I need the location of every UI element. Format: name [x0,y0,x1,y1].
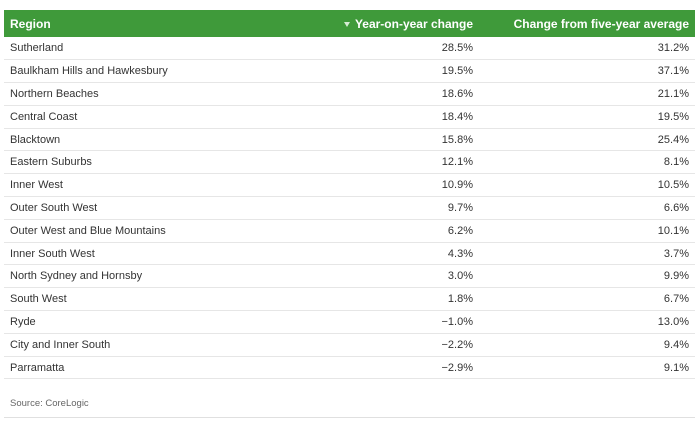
cell-region: Outer West and Blue Mountains [10,224,166,237]
table-row: Eastern Suburbs 12.1% 8.1% [4,151,695,174]
table-row: Inner West 10.9% 10.5% [4,174,695,197]
cell-region: Ryde [10,315,36,328]
cell-year-on-year-change: 6.2% [447,224,473,237]
cell-five-year-average-change: 19.5% [657,110,689,123]
cell-five-year-average-change: 10.1% [657,224,689,237]
table-row: South West 1.8% 6.7% [4,288,695,311]
cell-year-on-year-change: 1.8% [447,293,473,306]
cell-five-year-average-change: 31.2% [657,42,689,55]
table-row: Outer West and Blue Mountains 6.2% 10.1% [4,219,695,243]
column-header-label: Year-on-year change [354,16,473,31]
table-row: City and Inner South −2.2% 9.4% [4,333,695,357]
cell-region: Central Coast [10,110,78,123]
table-row: Sutherland 28.5% 31.2% [4,37,695,60]
cell-year-on-year-change: 4.3% [447,247,473,260]
cell-year-on-year-change: −2.2% [441,338,474,351]
cell-region: Outer South West [10,201,98,214]
table-row: Blacktown 15.8% 25.4% [4,128,695,151]
table-row: Outer South West 9.7% 6.6% [4,197,695,220]
cell-five-year-average-change: 9.9% [663,270,689,283]
cell-region: South West [10,293,67,306]
table-row: North Sydney and Hornsby 3.0% 9.9% [4,265,695,288]
cell-region: North Sydney and Hornsby [10,270,143,283]
cell-year-on-year-change: 18.4% [441,110,473,123]
table-row: Parramatta −2.9% 9.1% [4,356,695,379]
table-row: Inner South West 4.3% 3.7% [4,242,695,265]
region-price-change-table: Region Year-on-year change Change from f… [4,10,695,379]
cell-region: Parramatta [10,361,65,374]
cell-year-on-year-change: 15.8% [441,133,473,146]
cell-year-on-year-change: −1.0% [441,315,474,328]
cell-five-year-average-change: 9.1% [663,361,689,374]
cell-five-year-average-change: 10.5% [657,179,689,192]
table-row: Ryde −1.0% 13.0% [4,311,695,334]
cell-five-year-average-change: 37.1% [657,65,689,78]
cell-region: Inner West [10,179,63,192]
cell-year-on-year-change: 3.0% [447,270,473,283]
cell-five-year-average-change: 9.4% [663,338,689,351]
cell-year-on-year-change: 12.1% [441,156,473,169]
cell-five-year-average-change: 25.4% [657,133,689,146]
cell-region: Blacktown [10,133,61,146]
cell-region: Eastern Suburbs [10,156,92,169]
source-note: Source: CoreLogic [10,398,89,409]
cell-five-year-average-change: 13.0% [657,315,689,328]
cell-year-on-year-change: 9.7% [447,201,473,214]
table-row: Baulkham Hills and Hawkesbury 19.5% 37.1% [4,60,695,83]
column-header-label: Change from five-year average [513,16,689,31]
cell-region: Inner South West [10,247,95,260]
column-header-year-on-year[interactable]: Year-on-year change [244,10,479,37]
data-table-container: Region Year-on-year change Change from f… [4,10,695,379]
table-row: Central Coast 18.4% 19.5% [4,105,695,129]
cell-five-year-average-change: 8.1% [663,156,689,169]
column-header-region[interactable]: Region [4,10,244,37]
table-header-row: Region Year-on-year change Change from f… [4,10,695,37]
cell-five-year-average-change: 21.1% [657,87,689,100]
cell-region: Northern Beaches [10,87,99,100]
cell-region: Sutherland [10,42,64,55]
cell-five-year-average-change: 6.6% [663,201,689,214]
bottom-divider [4,417,695,418]
cell-year-on-year-change: 28.5% [441,42,473,55]
cell-region: Baulkham Hills and Hawkesbury [10,65,168,78]
table-body: Sutherland 28.5% 31.2% Baulkham Hills and H… [4,37,695,379]
cell-year-on-year-change: −2.9% [441,361,474,374]
column-header-label: Region [10,16,51,31]
table-row: Northern Beaches 18.6% 21.1% [4,83,695,106]
cell-five-year-average-change: 3.7% [663,247,689,260]
cell-year-on-year-change: 19.5% [441,65,473,78]
sort-descending-icon [343,21,350,27]
cell-year-on-year-change: 18.6% [441,87,473,100]
column-header-five-year-average[interactable]: Change from five-year average [479,10,695,37]
cell-region: City and Inner South [10,338,111,351]
cell-five-year-average-change: 6.7% [663,293,689,306]
cell-year-on-year-change: 10.9% [441,179,473,192]
